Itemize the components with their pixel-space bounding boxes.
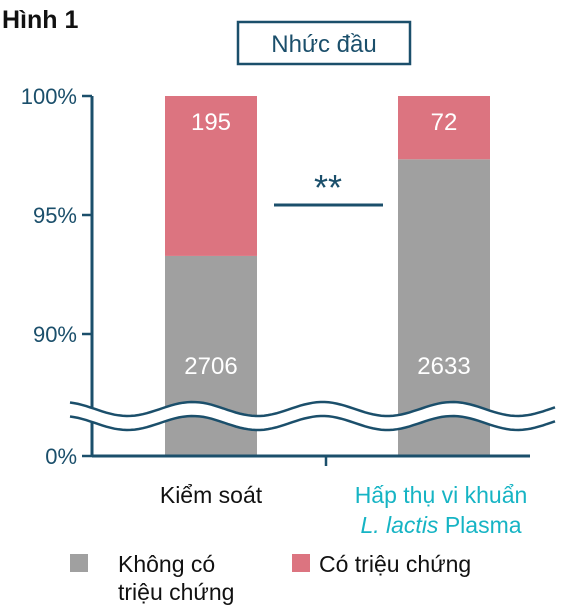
y-tick-label-2: 90% bbox=[33, 322, 77, 347]
bar-symptom-1 bbox=[398, 96, 490, 160]
title-box bbox=[236, 20, 412, 66]
legend-label-0-0: Không có bbox=[118, 551, 215, 577]
bar-label-no-symptom-0: 2706 bbox=[184, 353, 237, 380]
chart-title: Nhức đầu bbox=[271, 31, 376, 58]
bar-labels-group: 195 2706 72 2633 bbox=[184, 109, 470, 380]
category-label-1-1: L. lactis Plasma bbox=[360, 512, 521, 538]
category-label-1-0: Hấp thụ vi khuẩn bbox=[355, 482, 528, 508]
legend-label-1-0: Có triệu chứng bbox=[319, 551, 471, 577]
figure-label: Hình 1 bbox=[2, 6, 78, 34]
legend-swatch-0 bbox=[70, 554, 88, 572]
legend-label-0-1: triệu chứng bbox=[118, 579, 234, 605]
category-label-0-0: Kiểm soát bbox=[160, 482, 263, 508]
y-tick-label-0: 100% bbox=[21, 84, 77, 109]
legend-swatch-1 bbox=[292, 554, 310, 572]
bar-label-no-symptom-1: 2633 bbox=[417, 353, 470, 380]
y-tick-label-3: 0% bbox=[45, 444, 77, 469]
y-ticks-group: 100% 95% 90% 0% bbox=[21, 84, 92, 469]
bar-label-symptom-1: 72 bbox=[431, 109, 458, 136]
y-tick-label-1: 95% bbox=[33, 203, 77, 228]
x-categories-group: Kiểm soát Hấp thụ vi khuẩn L. lactis Plasm… bbox=[160, 482, 527, 538]
significance-label: ** bbox=[314, 167, 342, 208]
axis-break-wave-bottom bbox=[69, 414, 556, 432]
bars-group bbox=[165, 96, 490, 457]
bar-label-symptom-0: 195 bbox=[191, 109, 231, 136]
bar-symptom-0 bbox=[165, 96, 257, 256]
axis-break-wave-top bbox=[69, 400, 556, 418]
